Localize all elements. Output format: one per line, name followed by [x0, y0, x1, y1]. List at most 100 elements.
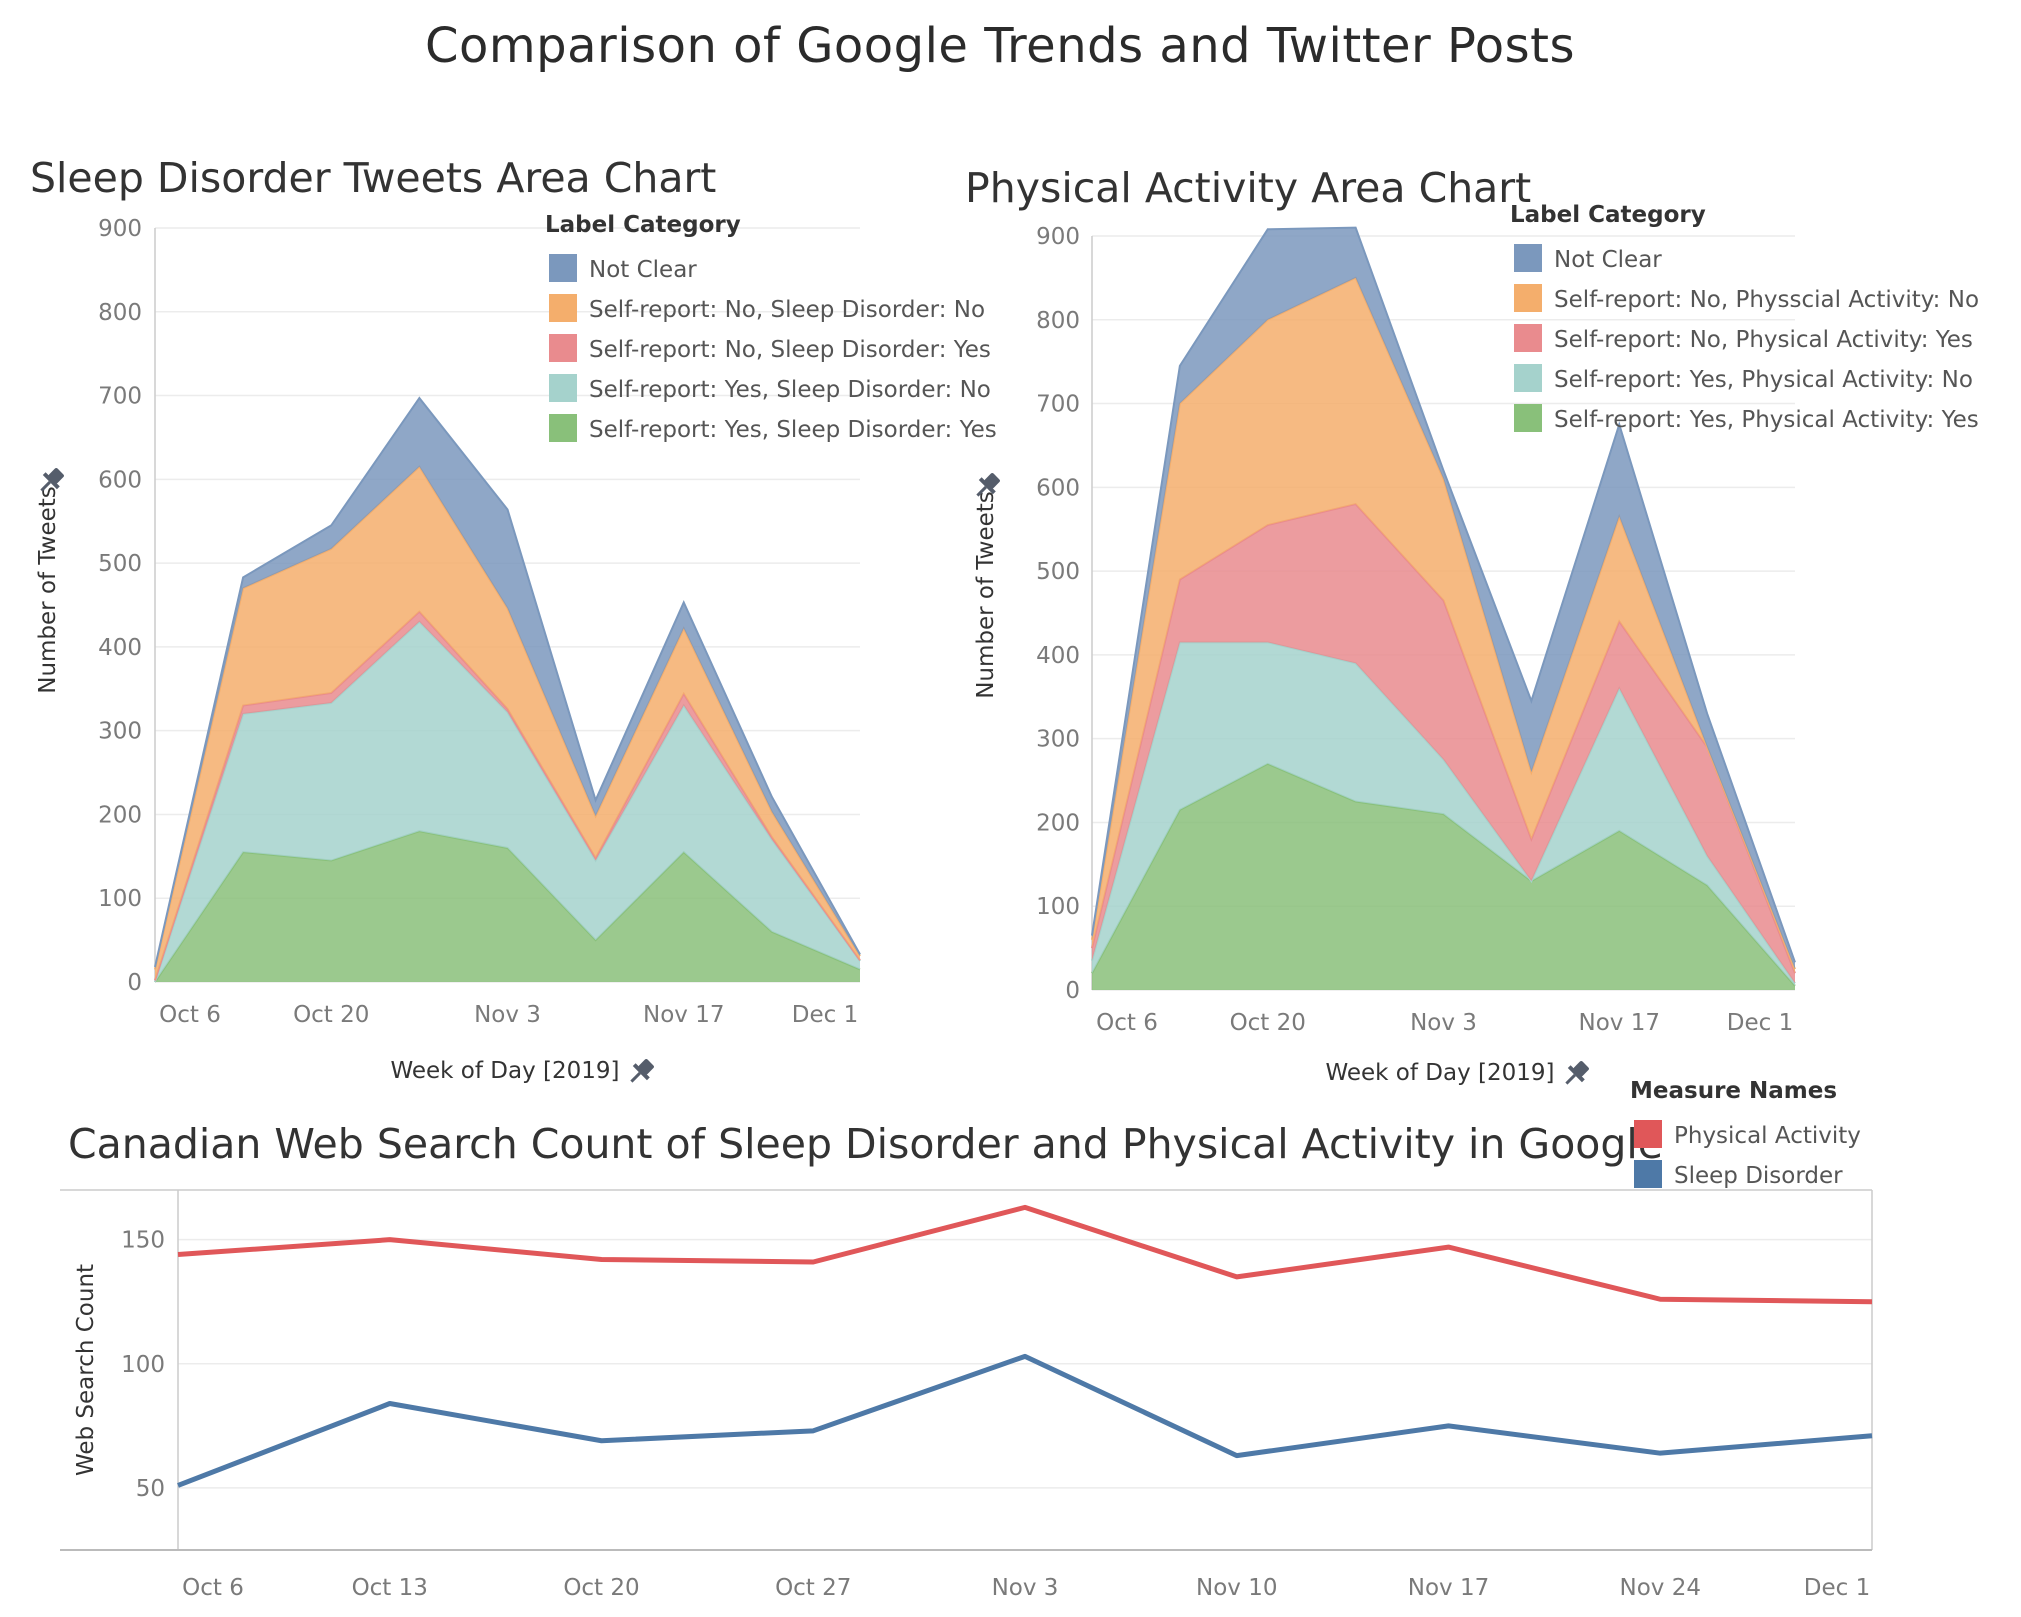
- area-series[interactable]: [155, 831, 860, 982]
- y-tick-label: 0: [1065, 978, 1080, 1004]
- x-tick-label: Nov 3: [1410, 1010, 1477, 1036]
- y-tick-label: 100: [121, 1352, 165, 1378]
- x-tick-label: Oct 13: [352, 1575, 428, 1601]
- pin-icon[interactable]: [34, 464, 67, 497]
- y-tick-label: 900: [1036, 224, 1080, 250]
- y-tick-label: 700: [1036, 392, 1080, 418]
- x-tick-label: Nov 17: [1579, 1010, 1660, 1036]
- legend: Label Category Not Clear Self-report: No, …: [1510, 202, 1979, 433]
- y-tick-label: 800: [98, 300, 142, 326]
- y-axis-title: Number of Tweets: [973, 491, 999, 699]
- legend-swatch: [1634, 1160, 1662, 1188]
- legend-title: Measure Names: [1630, 1078, 1837, 1104]
- x-tick-label: Nov 17: [643, 1002, 724, 1028]
- area-series[interactable]: [155, 466, 860, 981]
- pin-icon[interactable]: [970, 469, 1003, 502]
- x-axis-title: Week of Day [2019]: [1325, 1060, 1554, 1086]
- area-series[interactable]: [1092, 763, 1795, 990]
- legend-item[interactable]: Not Clear: [1514, 244, 1662, 273]
- x-tick-label: Nov 17: [1408, 1575, 1489, 1601]
- y-axis-title: Number of Tweets: [35, 486, 61, 694]
- y-tick-label: 600: [98, 467, 142, 493]
- legend-swatch: [1514, 364, 1542, 392]
- y-tick-label: 600: [1036, 475, 1080, 501]
- x-tick-label: Dec 1: [1804, 1575, 1870, 1601]
- legend-label: Physical Activity: [1674, 1123, 1861, 1149]
- x-tick-label: Nov 3: [474, 1002, 541, 1028]
- y-tick-label: 300: [98, 719, 142, 745]
- x-tick-label: Dec 1: [792, 1002, 858, 1028]
- pin-icon[interactable]: [624, 1055, 657, 1088]
- area-series-edge: [1091, 226, 1796, 963]
- y-tick-label: 400: [1036, 643, 1080, 669]
- y-tick-label: 50: [136, 1476, 165, 1502]
- area-series-edge: [154, 396, 861, 968]
- y-tick-label: 0: [127, 970, 142, 996]
- legend-swatch: [549, 374, 577, 402]
- y-axis-title: Web Search Count: [73, 1264, 99, 1476]
- y-tick-label: 700: [98, 384, 142, 410]
- line-series[interactable]: [177, 1204, 1873, 1305]
- legend-title: Label Category: [1510, 202, 1706, 228]
- legend: Label Category Not Clear Self-report: No, …: [545, 212, 997, 443]
- x-tick-label: Dec 1: [1727, 1010, 1793, 1036]
- chart-title: Canadian Web Search Count of Sleep Disor…: [68, 1120, 1663, 1168]
- legend-item[interactable]: Self-report: No, Sleep Disorder: No: [549, 294, 985, 323]
- area-series[interactable]: [1092, 227, 1795, 970]
- y-tick-label: 500: [1036, 559, 1080, 585]
- chart-title: Physical Activity Area Chart: [965, 164, 1531, 212]
- y-tick-label: 100: [1036, 894, 1080, 920]
- legend-item[interactable]: Self-report: No, Sleep Disorder: Yes: [549, 334, 991, 363]
- legend-title: Label Category: [545, 212, 741, 238]
- x-tick-label: Nov 3: [992, 1575, 1059, 1601]
- legend-label: Sleep Disorder: [1674, 1163, 1843, 1189]
- x-tick-label: Oct 20: [293, 1002, 369, 1028]
- legend-label: Not Clear: [1554, 247, 1662, 273]
- legend-swatch: [1514, 284, 1542, 312]
- area-series[interactable]: [155, 611, 860, 982]
- legend-item[interactable]: Physical Activity: [1634, 1120, 1861, 1149]
- legend-swatch: [1514, 404, 1542, 432]
- y-tick-label: 400: [98, 635, 142, 661]
- legend-item[interactable]: Sleep Disorder: [1634, 1160, 1843, 1189]
- legend-item[interactable]: Self-report: Yes, Sleep Disorder: No: [549, 374, 991, 403]
- legend-label: Self-report: Yes, Sleep Disorder: No: [589, 377, 991, 403]
- x-tick-label: Oct 6: [1096, 1010, 1158, 1036]
- x-tick-label: Nov 24: [1620, 1575, 1701, 1601]
- legend-label: Self-report: Yes, Physical Activity: Yes: [1554, 407, 1979, 433]
- legend-label: Self-report: No, Sleep Disorder: No: [589, 297, 985, 323]
- legend-item[interactable]: Self-report: Yes, Sleep Disorder: Yes: [549, 414, 997, 443]
- chart-3: Canadian Web Search Count of Sleep Disor…: [60, 1078, 1873, 1601]
- x-tick-label: Nov 10: [1196, 1575, 1277, 1601]
- chart-1: Sleep Disorder Tweets Area Chart 0 100 200 3…: [30, 154, 997, 1088]
- x-tick-label: Oct 20: [1230, 1010, 1306, 1036]
- area-series[interactable]: [155, 398, 860, 970]
- x-tick-label: Oct 27: [775, 1575, 851, 1601]
- legend-label: Not Clear: [589, 257, 697, 283]
- x-tick-label: Oct 6: [182, 1575, 244, 1601]
- legend-item[interactable]: Self-report: Yes, Physical Activity: Yes: [1514, 404, 1979, 433]
- legend-item[interactable]: Not Clear: [549, 254, 697, 283]
- legend-swatch: [1634, 1120, 1662, 1148]
- main-title: Comparison of Google Trends and Twitter …: [425, 18, 1575, 74]
- legend-label: Self-report: Yes, Sleep Disorder: Yes: [589, 417, 997, 443]
- legend-label: Self-report: No, Physscial Activity: No: [1554, 287, 1979, 313]
- legend-swatch: [1514, 244, 1542, 272]
- line-series[interactable]: [177, 1353, 1873, 1488]
- legend-item[interactable]: Self-report: No, Physical Activity: Yes: [1514, 324, 1973, 353]
- y-tick-label: 300: [1036, 727, 1080, 753]
- legend-label: Self-report: Yes, Physical Activity: No: [1554, 367, 1973, 393]
- x-tick-label: Oct 6: [159, 1002, 221, 1028]
- y-tick-label: 500: [98, 551, 142, 577]
- legend-swatch: [549, 294, 577, 322]
- area-series[interactable]: [155, 621, 860, 982]
- pin-icon[interactable]: [1559, 1057, 1592, 1090]
- legend-item[interactable]: Self-report: No, Physscial Activity: No: [1514, 284, 1979, 313]
- legend-label: Self-report: No, Sleep Disorder: Yes: [589, 337, 991, 363]
- x-axis-title: Week of Day [2019]: [390, 1058, 619, 1084]
- legend-swatch: [1514, 324, 1542, 352]
- legend-item[interactable]: Self-report: Yes, Physical Activity: No: [1514, 364, 1973, 393]
- area-series[interactable]: [1092, 277, 1795, 974]
- legend: Measure Names Physical Activity Sleep Diso…: [1630, 1078, 1861, 1189]
